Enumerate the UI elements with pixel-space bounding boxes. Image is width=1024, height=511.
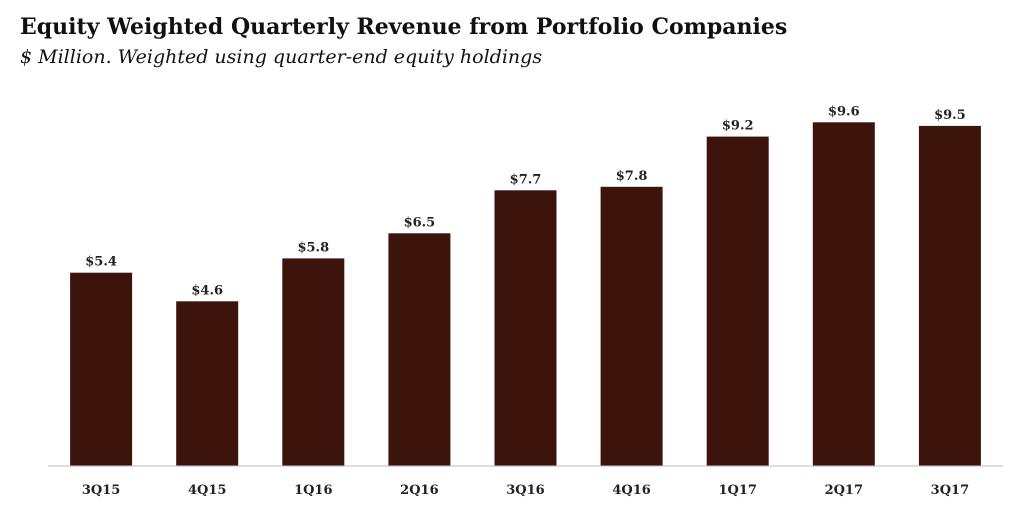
data-label-1q17: $9.2	[722, 119, 754, 134]
x-tick-label-3q17: 3Q17	[931, 483, 969, 498]
chart-subtitle: $ Million. Weighted using quarter-end eq…	[20, 46, 543, 68]
bar-2q17	[812, 122, 875, 467]
x-tick-label-1q16: 1Q16	[294, 483, 332, 498]
x-tick-label-4q15: 4Q15	[188, 483, 226, 498]
data-label-2q17: $9.6	[828, 104, 860, 119]
bar-3q17	[918, 125, 981, 467]
bar-2q16	[388, 233, 451, 466]
x-tick-label-3q15: 3Q15	[82, 483, 120, 498]
x-tick-label-1q17: 1Q17	[718, 483, 756, 498]
data-label-3q15: $5.4	[85, 255, 117, 270]
x-tick-label-2q16: 2Q16	[400, 483, 438, 498]
x-tick-label-4q16: 4Q16	[612, 483, 650, 498]
labels-layer: $5.4 3Q15 $4.6 4Q15 $5.8 1Q16 $6.5 2Q16 $7.7 3Q16…	[82, 104, 969, 498]
bar-1q17	[706, 136, 769, 466]
bar-3q16	[494, 190, 557, 467]
chart-title: Equity Weighted Quarterly Revenue from P…	[20, 14, 788, 40]
data-label-2q16: $6.5	[404, 215, 436, 230]
bar-3q15	[70, 272, 133, 466]
data-label-3q17: $9.5	[934, 108, 966, 123]
x-tick-label-3q16: 3Q16	[506, 483, 544, 498]
bar-1q16	[282, 258, 345, 466]
data-label-4q15: $4.6	[191, 283, 223, 298]
data-label-1q16: $5.8	[297, 240, 329, 255]
data-label-3q16: $7.7	[510, 172, 542, 187]
bars-layer	[70, 122, 981, 467]
bar-4q15	[176, 301, 239, 466]
bar-4q16	[600, 186, 663, 467]
x-tick-label-2q17: 2Q17	[825, 483, 863, 498]
data-label-4q16: $7.8	[616, 169, 648, 184]
